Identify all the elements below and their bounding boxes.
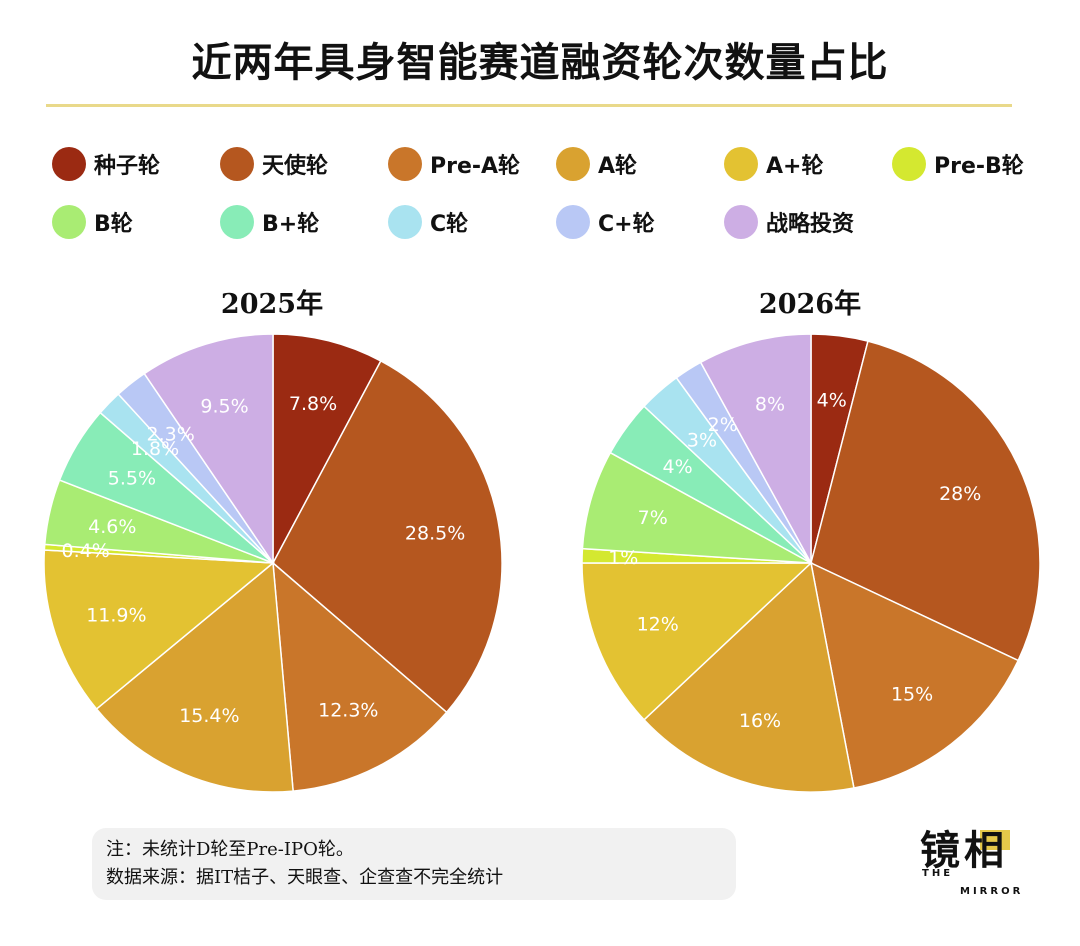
pie-slice: [810, 340, 1041, 662]
legend-item: A轮: [556, 144, 637, 184]
slice-label: 28.5%: [405, 523, 465, 545]
pie-slice: [272, 561, 448, 792]
legend-item: C+轮: [556, 202, 655, 242]
slice-label: 5.5%: [108, 468, 156, 490]
logo-mirror: MIRROR: [960, 886, 1024, 897]
legend-swatch: [724, 147, 758, 181]
legend-label: 天使轮: [262, 154, 329, 179]
legend-label: Pre-A轮: [430, 154, 521, 179]
logo-the: THE: [922, 868, 954, 879]
title-divider: [46, 104, 1012, 107]
slice-label: 1%: [608, 547, 638, 569]
slice-label: 8%: [755, 393, 785, 415]
pie-slice: [143, 333, 274, 566]
footnote-box: 注：未统计D轮至Pre-IPO轮。 数据来源：据IT桔子、天眼查、企查查不完全统…: [92, 828, 736, 900]
mirror-logo: 镜相 THE MIRROR: [920, 818, 1020, 902]
pie-slice: [95, 561, 294, 793]
slice-label: 2.3%: [147, 424, 195, 446]
slice-label: 16%: [739, 710, 781, 732]
legend-swatch: [52, 147, 86, 181]
legend-swatch: [892, 147, 926, 181]
legend-label: 种子轮: [94, 154, 161, 179]
legend-item: Pre-A轮: [388, 144, 520, 184]
legend-item: 战略投资: [724, 202, 854, 242]
logo-chars: 镜相: [920, 828, 1008, 874]
pie-slice: [643, 561, 855, 793]
slice-label: 12%: [637, 614, 679, 636]
legend-item: B+轮: [220, 202, 319, 242]
slice-label: 2%: [708, 414, 738, 436]
footnote-line-1: 注：未统计D轮至Pre-IPO轮。: [106, 839, 354, 860]
legend-label: B轮: [94, 212, 133, 237]
slice-label: 28%: [939, 483, 981, 505]
chart-title: 近两年具身智能赛道融资轮次数量占比: [191, 40, 889, 86]
legend-item: B轮: [52, 202, 133, 242]
pie-slice: [809, 561, 1020, 789]
legend-label: B+轮: [262, 212, 320, 237]
legend-swatch: [556, 205, 590, 239]
legend-label: 战略投资: [766, 212, 855, 237]
legend: 种子轮 天使轮 Pre-A轮 A轮 A+轮 Pre-B轮 B轮 B+轮 C轮 C+轮 战略投资: [52, 140, 1052, 260]
pie-chart-2026: 4% 28% 15% 16% 12% 1%7% 4% 3%2% 8%: [581, 333, 1041, 793]
pie-slice: [272, 359, 503, 714]
pie-slice: [699, 333, 812, 564]
legend-swatch: [220, 147, 254, 181]
pie-slice: [272, 333, 382, 564]
slice-label: 4.6%: [88, 516, 136, 538]
slice-label: 1.8%: [131, 438, 179, 460]
legend-item: A+轮: [724, 144, 823, 184]
slice-label: 3%: [687, 429, 717, 451]
legend-label: C轮: [430, 212, 469, 237]
slice-label: 4%: [817, 389, 847, 411]
slice-label: 0.4%: [62, 540, 110, 562]
legend-swatch: [388, 205, 422, 239]
legend-item: C轮: [388, 202, 468, 242]
legend-swatch: [220, 205, 254, 239]
pie-slice: [43, 549, 275, 711]
legend-label: Pre-B轮: [934, 154, 1024, 179]
legend-item: 种子轮: [52, 144, 160, 184]
slice-label: 12.3%: [318, 700, 378, 722]
slice-label: 9.5%: [200, 395, 248, 417]
legend-swatch: [388, 147, 422, 181]
slice-label: 11.9%: [86, 604, 146, 626]
pie-title-2026: 2026年: [758, 289, 862, 320]
legend-label: A+轮: [766, 154, 824, 179]
legend-label: C+轮: [598, 212, 655, 237]
pie-title-2025: 2025年: [220, 289, 324, 320]
legend-label: A轮: [598, 154, 638, 179]
slice-label: 15.4%: [179, 705, 239, 727]
pie-slice: [581, 562, 813, 721]
pie-chart-2025: 7.8% 28.5% 12.3% 15.4% 11.9% 0.4%4.6% 5.5% 1.8%…: [43, 333, 503, 793]
legend-swatch: [724, 205, 758, 239]
slice-label: 7.8%: [289, 393, 337, 415]
slice-label: 7%: [638, 507, 668, 529]
legend-item: 天使轮: [220, 144, 328, 184]
footnote-line-2: 数据来源：据IT桔子、天眼查、企查查不完全统计: [106, 867, 504, 888]
legend-item: Pre-B轮: [892, 144, 1024, 184]
legend-swatch: [52, 205, 86, 239]
slice-label: 15%: [891, 683, 933, 705]
legend-swatch: [556, 147, 590, 181]
slice-label: 4%: [663, 456, 693, 478]
